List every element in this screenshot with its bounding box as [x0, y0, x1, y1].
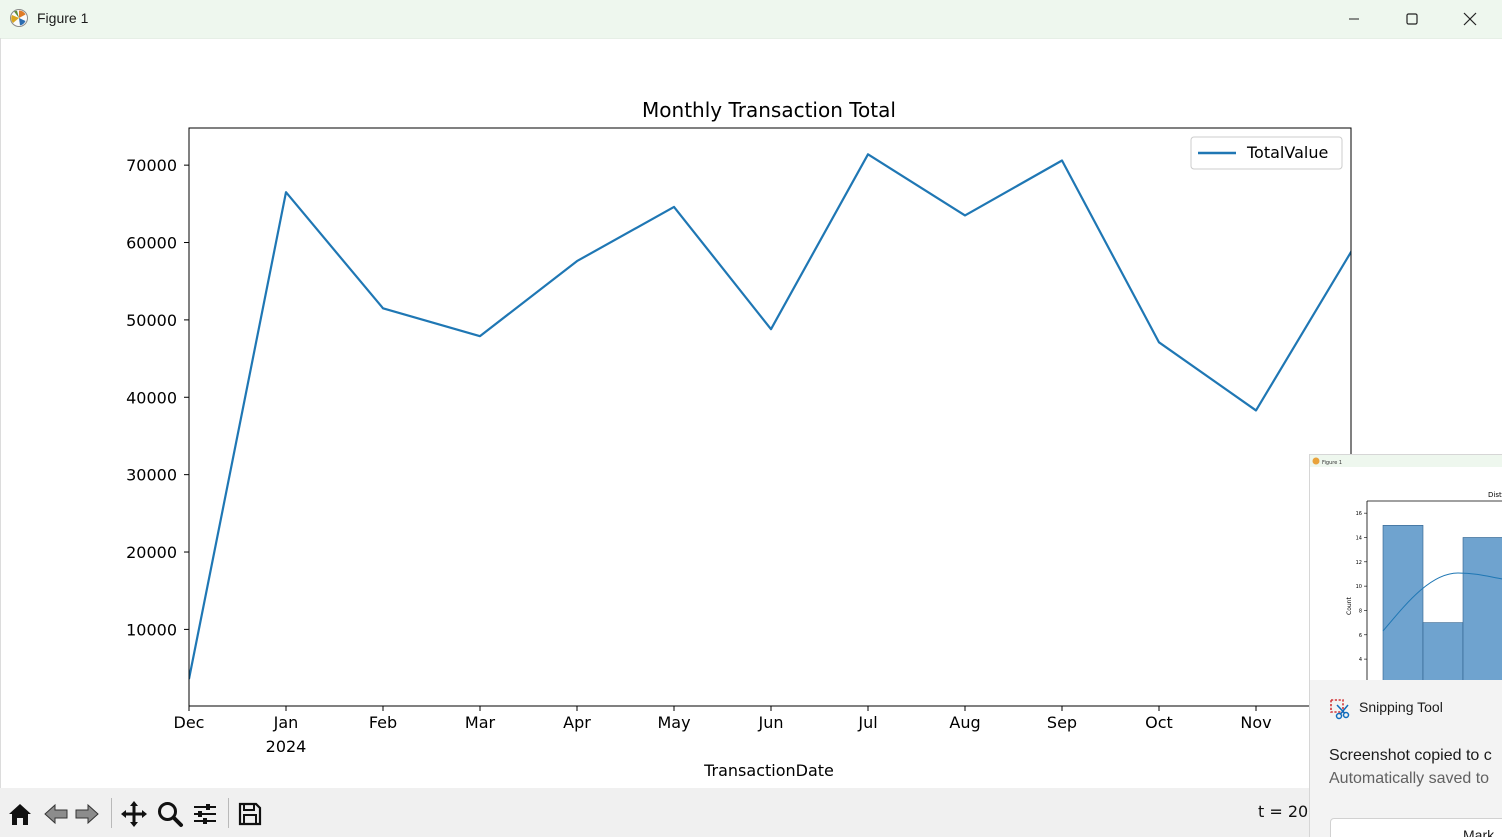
save-icon [238, 802, 262, 826]
navigation-toolbar [0, 788, 1502, 837]
thumbnail-y-tick-label: 4 [1359, 657, 1362, 663]
y-axis: 10000 20000 30000 40000 50000 60000 70000 [126, 156, 189, 639]
close-button[interactable] [1441, 0, 1499, 38]
x-tick-label: Dec [174, 713, 205, 732]
x-tick-label: Jan [273, 713, 299, 732]
thumbnail-kde-curve [1382, 572, 1502, 632]
configure-subplots-icon [194, 804, 216, 824]
data-point [1158, 341, 1160, 344]
thumbnail-bar [1422, 622, 1464, 681]
y-tick-label: 50000 [126, 311, 177, 330]
thumbnail-y-tick-label: 16 [1356, 511, 1362, 517]
thumbnail-app-icon [1312, 457, 1320, 465]
back-icon [44, 803, 68, 825]
data-point [576, 260, 578, 262]
y-tick-label: 70000 [126, 156, 177, 175]
thumbnail-y-tick-label: 8 [1359, 608, 1362, 614]
axes-frame [188, 127, 1352, 707]
x-tick-label: Feb [369, 713, 397, 732]
thumbnail-titlebar [1310, 455, 1502, 467]
toolbar-separator [228, 798, 229, 828]
pan-button[interactable] [116, 796, 152, 832]
notification-sub-message: Automatically saved to [1329, 770, 1490, 787]
x-tick-label: Aug [949, 713, 980, 732]
forward-button[interactable] [69, 796, 105, 832]
snipping-tool-notification[interactable]: Snipping Tool Screenshot copied to c Aut… [1309, 680, 1502, 837]
home-button[interactable] [2, 796, 38, 832]
thumbnail-y-axis: 4 6 8 10 12 14 16 [1356, 511, 1367, 663]
x-tick-label: Mar [465, 713, 496, 732]
x-tick-label: Oct [1145, 713, 1173, 732]
snipping-tool-icon [1330, 699, 1350, 720]
toolbar-separator [111, 798, 112, 828]
data-point [867, 153, 869, 156]
plot-area [189, 153, 1354, 680]
legend-box [1190, 136, 1343, 170]
x-axis: Dec Jan Feb Mar Apr May Jun Jul Aug Sep Oct Nov 2024 [174, 706, 1272, 756]
figure-canvas[interactable]: Monthly Transaction Total 10000 20000 3000… [0, 38, 1502, 788]
x-tick-label: Jun [758, 713, 784, 732]
home-icon [9, 804, 31, 825]
data-point [1352, 248, 1354, 250]
back-button[interactable] [38, 796, 74, 832]
x-tick-label: Jul [857, 713, 877, 732]
notification-action-button[interactable]: Mark [1330, 818, 1502, 837]
notification-message: Screenshot copied to c [1329, 747, 1492, 764]
notification-thumbnail[interactable]: Figure 1 Dist Count 4 6 8 10 12 14 16 [1309, 454, 1502, 681]
thumbnail-y-tick-label: 6 [1359, 633, 1362, 639]
minimize-icon [1349, 18, 1359, 20]
x-tick-label: Nov [1240, 713, 1271, 732]
series-line-totalvalue [189, 153, 1351, 680]
data-point [1061, 159, 1063, 162]
thumbnail-y-label: Count [1346, 597, 1353, 615]
thumbnail-window-title: Figure 1 [1322, 460, 1342, 466]
x-tick-label: Apr [563, 713, 591, 732]
thumbnail-bar [1382, 525, 1424, 681]
minimize-button[interactable] [1325, 0, 1383, 38]
matplotlib-icon [10, 9, 28, 27]
data-point [382, 307, 384, 310]
close-icon [1463, 12, 1477, 26]
chart-title: Monthly Transaction Total [642, 98, 896, 122]
x-tick-label: Sep [1047, 713, 1077, 732]
legend-label: TotalValue [1246, 143, 1328, 162]
thumbnail-preview: Figure 1 Dist Count 4 6 8 10 12 14 16 [1310, 455, 1502, 681]
data-point [285, 191, 287, 194]
y-tick-label: 60000 [126, 234, 177, 253]
notification-app-name: Snipping Tool [1359, 699, 1443, 715]
x-tick-label: May [657, 713, 690, 732]
zoom-button[interactable] [152, 796, 188, 832]
thumbnail-chart-title: Dist [1488, 491, 1502, 499]
y-tick-label: 40000 [126, 388, 177, 407]
title-bar: Figure 1 [0, 0, 1502, 39]
y-tick-label: 20000 [126, 543, 177, 562]
data-point [964, 214, 966, 217]
data-point [479, 335, 481, 337]
data-point [1255, 409, 1257, 412]
x-axis-label: TransactionDate [703, 761, 834, 780]
x-tick-sublabel: 2024 [266, 737, 307, 756]
data-point [770, 328, 772, 330]
y-tick-label: 30000 [126, 466, 177, 485]
window-title: Figure 1 [37, 10, 89, 26]
zoom-icon [158, 802, 183, 827]
forward-icon [75, 803, 99, 825]
thumbnail-y-tick-label: 12 [1356, 560, 1362, 566]
thumbnail-y-tick-label: 10 [1356, 584, 1362, 590]
maximize-button[interactable] [1383, 0, 1441, 38]
thumbnail-bars [1382, 525, 1502, 681]
thumbnail-y-tick-label: 14 [1356, 535, 1362, 541]
y-tick-label: 10000 [126, 620, 177, 639]
legend: TotalValue [1190, 136, 1343, 170]
maximize-icon [1406, 13, 1418, 25]
thumbnail-bar [1462, 537, 1502, 681]
configure-subplots-button[interactable] [187, 796, 223, 832]
window-frame [0, 38, 1, 837]
data-point [673, 206, 675, 208]
save-button[interactable] [232, 796, 268, 832]
notification-action-label: Mark [1463, 827, 1495, 837]
pan-icon [121, 801, 147, 827]
status-readout: t = 202 [1258, 802, 1319, 821]
